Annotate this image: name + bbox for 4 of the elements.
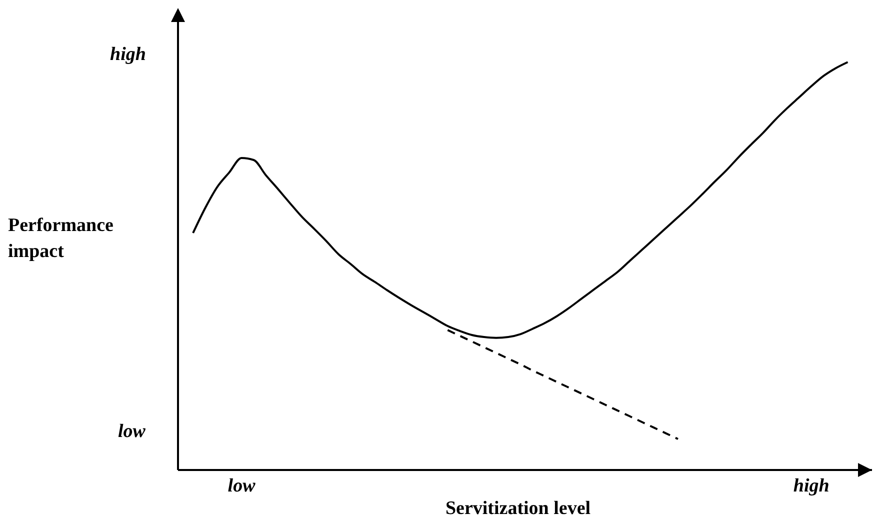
x-axis-title: Servitization level <box>444 498 592 520</box>
y-axis-title: Performance impact <box>8 214 114 264</box>
text: high <box>110 44 146 66</box>
text: low <box>118 421 146 443</box>
